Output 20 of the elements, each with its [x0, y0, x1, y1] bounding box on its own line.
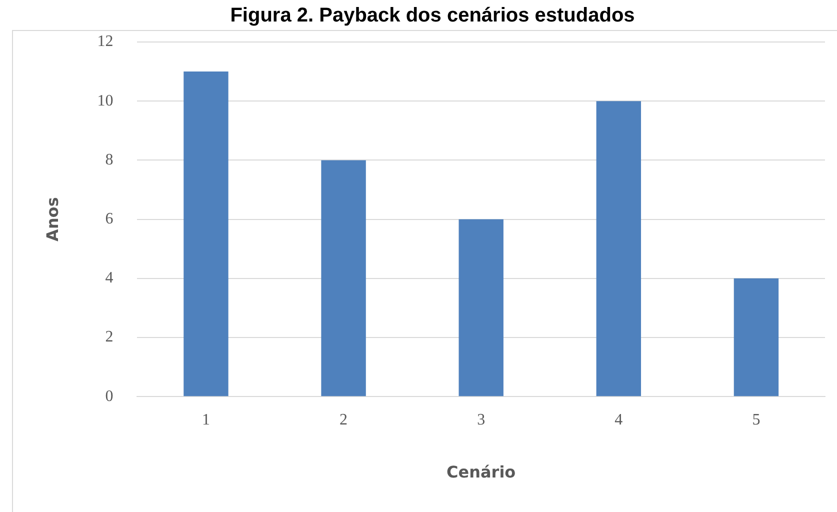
bar [596, 101, 642, 396]
y-axis-title: Anos [42, 197, 62, 242]
bar [458, 219, 504, 396]
y-tick-label: 8 [105, 151, 114, 168]
y-tick-label: 2 [105, 328, 114, 346]
x-tick-label: 1 [202, 411, 210, 428]
y-tick-label: 4 [105, 270, 114, 287]
x-tick-label: 5 [752, 411, 760, 428]
bar [184, 72, 228, 396]
bar [734, 278, 779, 396]
x-tick-label: 4 [614, 411, 623, 428]
y-tick-label: 6 [105, 210, 114, 228]
bar [321, 160, 366, 396]
x-axis-title: Cenário [446, 462, 516, 482]
x-tick-label: 2 [340, 411, 348, 428]
chart-title: Figura 2. Payback dos cenários estudados [230, 4, 635, 27]
y-tick-label: 10 [97, 92, 114, 110]
y-tick-label: 0 [105, 388, 114, 405]
y-tick-label: 12 [97, 33, 114, 50]
x-tick-label: 3 [477, 411, 486, 428]
